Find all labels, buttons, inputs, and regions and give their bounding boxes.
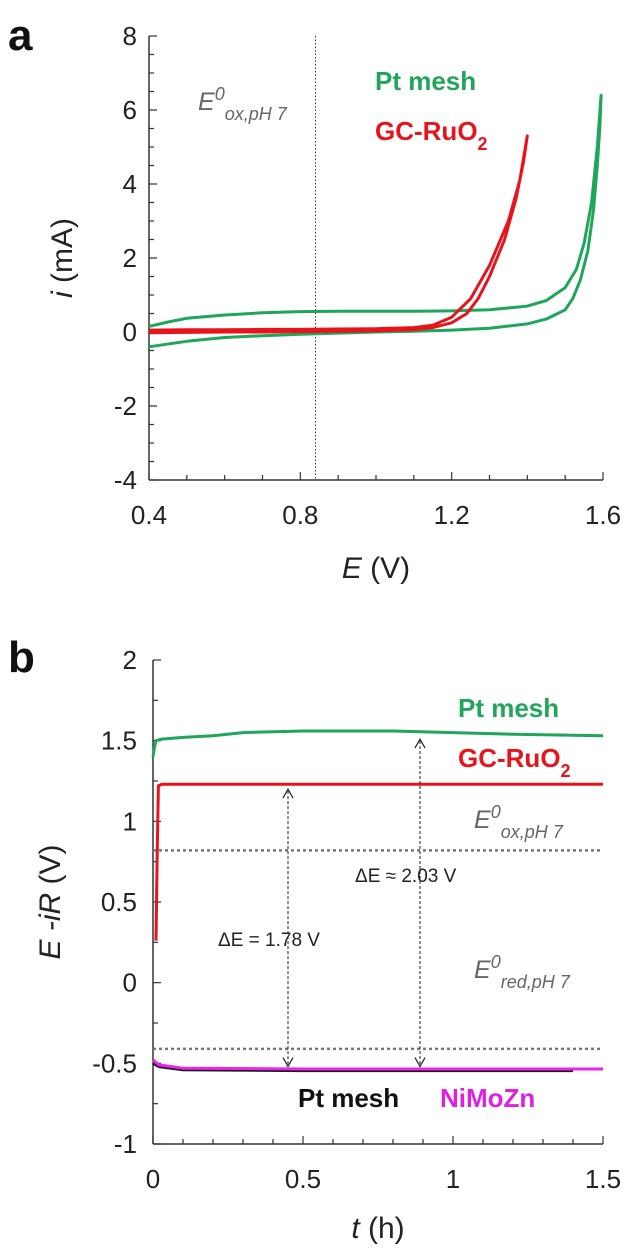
panel-b-series xyxy=(151,729,604,1073)
panel-a: a -4 -2 0 2 4 6 8 0.4 0.8 1.2 1.6 E0ox,pH 7 Pt mes… xyxy=(8,11,621,585)
delta-arrow-head-top-0 xyxy=(282,787,294,799)
panel-b-delta-arrows xyxy=(282,737,426,1068)
delta-arrow-head-bottom-0 xyxy=(282,1057,294,1068)
x-tick-label: 1.6 xyxy=(585,500,621,530)
panel-a-series xyxy=(148,93,603,349)
y-tick-label: 1 xyxy=(123,806,137,836)
y-tick-label: 0 xyxy=(123,317,137,347)
delta-arrow-head-top-1 xyxy=(414,737,426,749)
panel-b: b -1 -0.5 0 0.5 1 1.5 2 0 0.5 1 1.5 Pt mesh GC-RuO… xyxy=(8,633,621,1245)
y-tick-label: 0 xyxy=(123,968,137,998)
panel-a-tick-labels: -4 -2 0 2 4 6 8 0.4 0.8 1.2 1.6 xyxy=(114,21,621,530)
panel-b-delta-label-2: ΔE ≈ 2.03 V xyxy=(355,866,457,887)
panel-a-label-gc-ruo2: GC-RuO2 xyxy=(375,116,488,154)
series-line-1 xyxy=(154,782,603,941)
y-tick-label: 6 xyxy=(123,95,137,125)
panel-a-y-axis-title: i (mA) xyxy=(46,218,79,298)
panel-b-label-pt-mesh-cathode: Pt mesh xyxy=(298,1083,399,1113)
y-tick-label: 2 xyxy=(123,243,137,273)
panel-a-x-axis-title: E (V) xyxy=(342,552,410,585)
x-tick-label: 0 xyxy=(146,1164,160,1194)
y-tick-label: 4 xyxy=(123,169,137,199)
series-line-0 xyxy=(151,729,604,758)
y-tick-label: -1 xyxy=(114,1129,137,1159)
series-line-1 xyxy=(148,134,529,335)
y-tick-label: -0.5 xyxy=(92,1048,137,1078)
panel-b-label-nimozn: NiMoZn xyxy=(440,1083,535,1113)
panel-b-ref-label-ox: E0ox,pH 7 xyxy=(474,802,564,842)
x-tick-label: 0.8 xyxy=(282,500,318,530)
series-line-3 xyxy=(152,1058,603,1071)
panel-a-ticks xyxy=(148,35,604,481)
y-tick-label: -4 xyxy=(114,465,137,495)
panel-a-label-pt-mesh: Pt mesh xyxy=(375,66,476,96)
y-tick-label: 0.5 xyxy=(101,887,137,917)
y-tick-label: -2 xyxy=(114,391,137,421)
panel-b-y-axis-title: E -iR (V) xyxy=(34,845,67,960)
panel-b-ref-label-red: E0red,pH 7 xyxy=(474,952,571,992)
panel-b-delta-label-1: ΔE = 1.78 V xyxy=(218,930,320,951)
panel-b-tick-labels: -1 -0.5 0 0.5 1 1.5 2 0 0.5 1 1.5 xyxy=(92,645,621,1194)
panel-a-letter: a xyxy=(8,11,33,60)
x-tick-label: 1 xyxy=(446,1164,460,1194)
y-tick-label: 1.5 xyxy=(101,726,137,756)
x-tick-label: 0.5 xyxy=(285,1164,321,1194)
delta-arrow-head-bottom-1 xyxy=(414,1057,426,1068)
y-tick-label: 8 xyxy=(123,21,137,51)
panel-a-ref-label: E0ox,pH 7 xyxy=(198,84,288,124)
panel-b-label-pt-mesh-anode: Pt mesh xyxy=(458,693,559,723)
series-line-2 xyxy=(152,1061,573,1073)
x-tick-label: 1.2 xyxy=(434,500,470,530)
panel-b-x-axis-title: t (h) xyxy=(351,1212,404,1245)
y-tick-label: 2 xyxy=(123,645,137,675)
panel-b-letter: b xyxy=(8,633,35,682)
x-tick-label: 1.5 xyxy=(585,1164,621,1194)
panel-b-reference-lines xyxy=(153,849,603,1051)
panel-b-label-gc-ruo2: GC-RuO2 xyxy=(458,743,571,781)
x-tick-label: 0.4 xyxy=(131,500,167,530)
